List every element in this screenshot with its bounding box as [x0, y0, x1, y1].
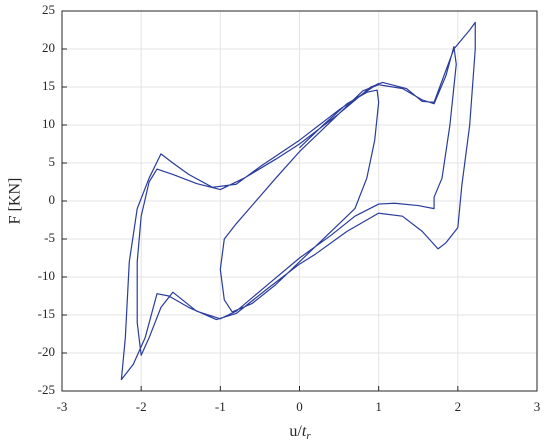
x-label-part: t — [302, 423, 307, 440]
y-axis-label: F [KN] — [7, 178, 24, 225]
y-tick-label: 0 — [49, 192, 56, 207]
x-label-part: u/ — [289, 423, 302, 440]
y-tick-label: -20 — [38, 344, 55, 359]
data-line — [120, 21, 476, 381]
x-axis-label: u/tr — [289, 423, 311, 442]
x-tick-label: -2 — [136, 399, 147, 414]
x-tick-label: -1 — [215, 399, 226, 414]
x-tick-label: 3 — [534, 399, 541, 414]
x-tick-label: 2 — [455, 399, 462, 414]
y-tick-label: -10 — [38, 268, 55, 283]
y-tick-label: -25 — [38, 382, 55, 397]
x-label-sub: r — [306, 430, 311, 442]
y-tick-label: 15 — [42, 78, 55, 93]
x-tick-label: -3 — [57, 399, 68, 414]
y-tick-label: 5 — [49, 154, 56, 169]
x-tick-label: 0 — [296, 399, 303, 414]
y-tick-label: -15 — [38, 306, 55, 321]
y-tick-label: 10 — [42, 116, 55, 131]
y-tick-label: -5 — [44, 230, 55, 245]
y-tick-label: 20 — [42, 40, 55, 55]
plot-frame — [61, 10, 538, 392]
y-tick-label: 25 — [42, 2, 55, 17]
x-tick-label: 1 — [375, 399, 382, 414]
